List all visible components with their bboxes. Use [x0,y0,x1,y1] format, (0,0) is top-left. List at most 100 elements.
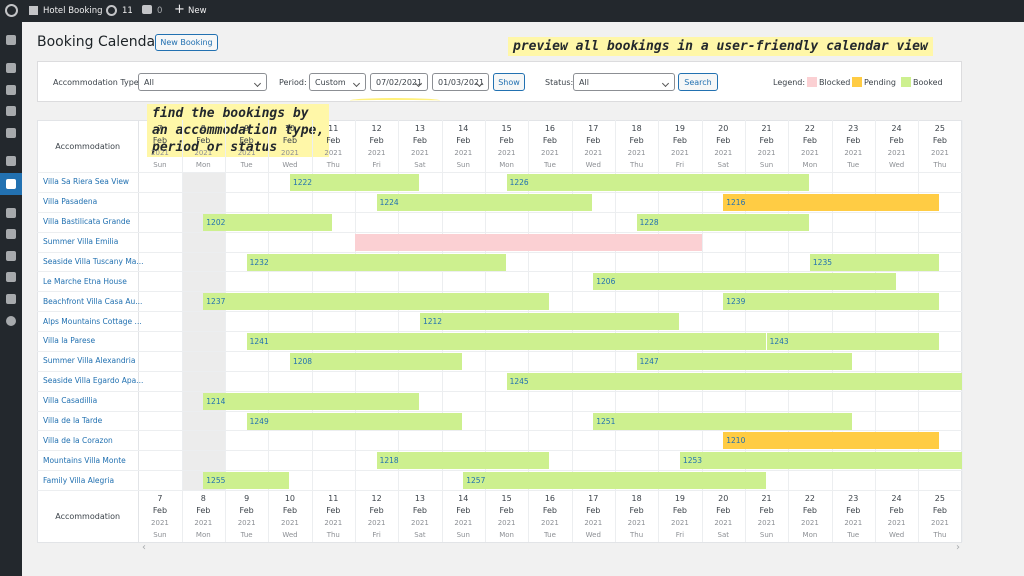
legend-label: Legend: [773,78,806,87]
booking-bar[interactable]: 1243 [766,333,939,351]
booking-bar[interactable]: 1210 [723,432,939,450]
active-menu[interactable] [0,173,22,195]
menu-icon[interactable] [6,106,16,116]
booking-bar[interactable]: 1239 [723,293,939,311]
search-button[interactable]: Search [678,73,718,91]
accommodation-name[interactable]: Villa Sa Riera Sea View [43,177,130,187]
accommodation-name[interactable]: Villa de la Tarde [43,415,103,425]
accommodation-name[interactable]: Beachfront Villa Casa Au... [43,296,143,306]
day-number: 17 [588,124,599,133]
booking-bar[interactable]: 1226 [506,174,809,191]
booking-bar[interactable]: 1255 [203,472,289,490]
accommodation-name[interactable]: Summer Villa Emilia [43,237,119,247]
new-link[interactable]: New [188,6,207,16]
scroll-right[interactable]: › [956,542,960,553]
filter-label: Period: [279,78,307,87]
comments-count[interactable]: 0 [157,6,163,16]
booking-bar[interactable]: 1212 [419,313,679,331]
show-button[interactable]: Show [493,73,525,91]
booking-bar[interactable]: 1232 [246,253,506,271]
menu-icon[interactable] [6,251,16,261]
menu-icon[interactable] [6,316,16,326]
menu-icon[interactable] [6,294,16,304]
status-select[interactable]: All [573,73,675,91]
year: 2021 [801,149,819,157]
accommodation-select[interactable]: All [138,73,267,91]
accommodation-name[interactable]: Alps Mountains Cottage ... [43,316,142,326]
booking-bar[interactable]: 1214 [203,392,419,410]
updates-icon [106,5,117,16]
menu-icon[interactable] [6,63,16,73]
booking-bar[interactable]: 1206 [593,273,896,291]
year: 2021 [627,149,646,157]
grid-line [961,120,963,543]
menu-icon[interactable] [6,35,16,45]
menu-icon[interactable] [6,229,16,239]
day-number: 21 [761,494,772,504]
filter-label: Accommodation Type: [53,78,142,87]
accommodation-name[interactable]: Summer Villa Alexandria [43,356,136,366]
blocked-bar [354,233,702,251]
booking-bar[interactable]: 1253 [679,452,962,470]
month: Feb [846,506,861,516]
date-from-input[interactable]: 07/02/2021 [370,73,428,91]
booking-bar[interactable]: 1216 [723,193,939,211]
month: Feb [672,506,687,516]
booking-bar[interactable]: 1202 [203,213,333,231]
month: Feb [196,506,211,516]
weekday: Wed [888,161,905,169]
callout-line: period or status [152,140,278,155]
accommodation-name[interactable]: Villa Bastilicata Grande [43,217,131,227]
booking-bar[interactable]: 1222 [289,174,419,191]
day-number: 7 [157,124,163,133]
accommodation-name[interactable]: Villa Pasadena [43,197,98,207]
weekday: Fri [675,161,685,169]
booking-bar[interactable]: 1208 [289,352,463,370]
booking-bar[interactable]: 1251 [593,412,853,430]
month: Feb [369,136,384,145]
wp-logo[interactable] [5,4,18,17]
booking-bar[interactable]: 1247 [636,352,853,370]
menu-icon[interactable] [6,85,16,95]
menu-icon[interactable] [6,156,16,166]
legend-item: Pending [864,78,896,87]
booking-bar[interactable]: 1228 [636,213,809,231]
menu-icon[interactable] [6,272,16,282]
day-number: 22 [804,124,815,133]
month: Feb [499,506,514,516]
menu-icon[interactable] [6,128,16,138]
menu-icon[interactable] [6,208,16,218]
booking-bar[interactable]: 1257 [463,472,766,490]
month: Feb [932,506,947,516]
year: 2021 [671,149,689,157]
accommodation-name[interactable]: Family Villa Alegria [43,475,115,485]
accommodation-name[interactable]: Mountains Villa Monte [43,455,126,465]
day-number: 10 [284,494,296,504]
accommodation-name[interactable]: Le Marche Etna House [43,276,127,286]
date-to-input[interactable]: 01/03/2021 [432,73,489,91]
accommodation-name[interactable]: Seaside Villa Tuscany Ma... [43,256,144,266]
month: Feb [282,506,298,516]
period-select[interactable]: Custom [309,73,366,91]
booking-bar[interactable]: 1241 [246,333,766,351]
year: 2021 [411,519,429,528]
booking-bar[interactable]: 1218 [376,452,549,470]
scroll-left[interactable]: ‹ [142,542,146,553]
year: 2021 [844,149,863,157]
booking-bar[interactable]: 1235 [809,253,939,271]
new-booking-button[interactable]: New Booking [155,34,218,51]
accommodation-name[interactable]: Seaside Villa Egardo Apa... [43,376,144,386]
weekday: Wed [282,161,298,169]
month: Feb [369,506,384,516]
accommodation-name[interactable]: Villa Casadillia [43,396,98,406]
weekday: Thu [933,531,947,540]
booking-bar[interactable]: 1245 [506,372,962,390]
booking-bar[interactable]: 1224 [376,193,593,211]
updates-count[interactable]: 11 [122,6,133,16]
accommodation-name[interactable]: Villa de la Corazon [43,435,113,445]
accommodation-name[interactable]: Villa la Parese [43,336,96,346]
site-name[interactable]: Hotel Booking [43,6,103,16]
weekday: Tue [847,531,860,540]
booking-bar[interactable]: 1237 [203,293,549,311]
booking-bar[interactable]: 1249 [246,412,463,430]
